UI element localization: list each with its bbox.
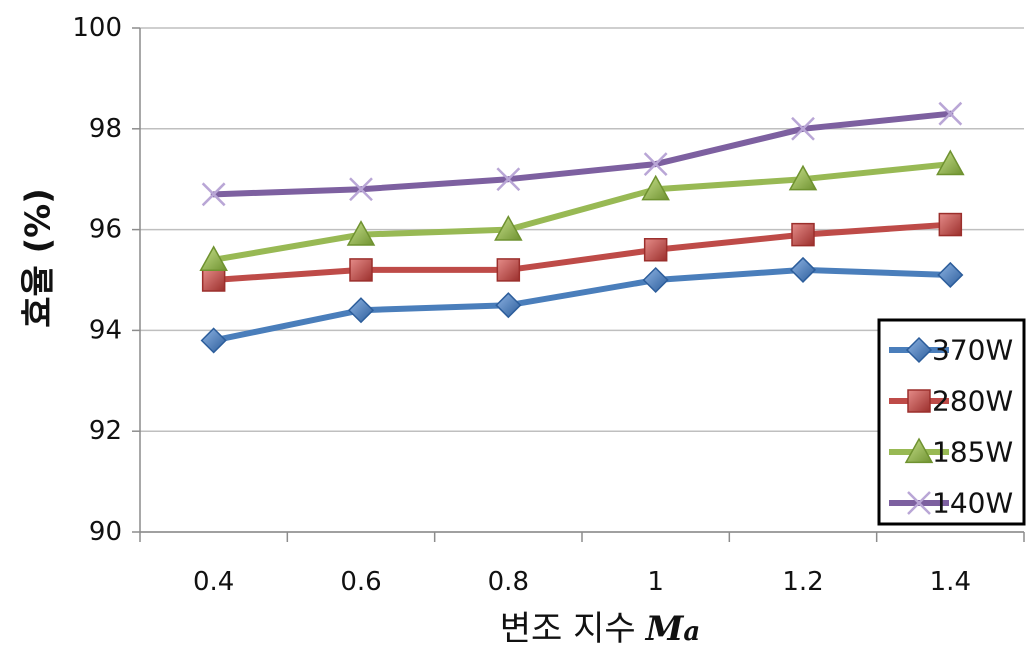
data-point-185W xyxy=(641,174,670,201)
legend-label: 185W xyxy=(932,436,1013,469)
legend-item-185W: 185W xyxy=(889,436,1013,469)
y-tick-label: 100 xyxy=(72,13,122,43)
marker-x-stroke xyxy=(349,177,373,202)
x-axis-title-text: 변조 지수 xyxy=(500,609,636,649)
data-point-370W xyxy=(200,327,227,354)
legend: 370W 280W 185W 140W xyxy=(877,318,1026,526)
legend-marker xyxy=(905,336,933,364)
marker-x-stroke xyxy=(938,101,963,126)
data-point-280W xyxy=(938,212,963,237)
series-lines xyxy=(210,110,954,344)
x-tick-label: 1.4 xyxy=(930,567,971,597)
series-line-140W xyxy=(210,110,954,198)
marker-x-stroke xyxy=(496,167,521,192)
marker-x-stroke xyxy=(907,491,931,515)
y-axis-title: 효율 (%) xyxy=(19,188,59,328)
legend-marker xyxy=(907,491,931,515)
data-point-185W xyxy=(346,220,376,246)
x-tick-label: 0.6 xyxy=(340,567,381,597)
legend-item-280W: 280W xyxy=(889,385,1013,418)
data-point-280W xyxy=(349,258,373,282)
series-line-370W xyxy=(210,266,954,344)
y-tick-label: 96 xyxy=(89,215,122,245)
data-point-370W xyxy=(495,292,522,319)
x-axis-title-subscript: a xyxy=(683,617,700,647)
marker-x-stroke xyxy=(643,152,668,176)
data-point-140W xyxy=(791,116,815,141)
x-tick-label: 1.2 xyxy=(782,567,823,597)
data-point-140W xyxy=(201,182,226,207)
legend-item-140W: 140W xyxy=(889,487,1013,520)
series-markers xyxy=(199,101,965,354)
data-point-370W xyxy=(937,261,964,289)
marker-x-stroke xyxy=(791,116,815,141)
data-point-280W xyxy=(201,268,226,292)
x-tick-label: 0.4 xyxy=(193,567,234,597)
data-point-370W xyxy=(347,297,375,324)
data-point-140W xyxy=(938,101,963,126)
series-line-185W xyxy=(210,161,954,263)
data-point-280W xyxy=(643,238,668,262)
data-point-140W xyxy=(643,152,668,176)
x-tick-label: 1 xyxy=(647,567,664,597)
data-point-370W xyxy=(642,266,669,294)
legend-item-370W: 370W xyxy=(889,334,1013,367)
axes: 90 92 94 96 98 100 0.4 0.6 0.8 1 1.2 1.4 xyxy=(72,13,1025,597)
legend-box xyxy=(877,318,1026,526)
y-tick-label: 90 xyxy=(89,517,122,547)
y-tick-label: 92 xyxy=(89,416,122,446)
data-point-185W xyxy=(199,245,228,271)
y-tick-label: 94 xyxy=(89,315,122,345)
legend-label: 370W xyxy=(932,334,1013,367)
x-axis-title: 변조 지수 Ma xyxy=(500,609,700,649)
legend-marker xyxy=(904,437,934,464)
data-point-280W xyxy=(791,222,815,247)
y-tick-label: 98 xyxy=(89,114,122,144)
data-point-140W xyxy=(349,177,373,202)
series-line-280W xyxy=(210,221,954,283)
legend-label: 280W xyxy=(932,385,1013,418)
data-point-280W xyxy=(496,258,521,282)
data-point-140W xyxy=(496,167,521,192)
x-axis-title-variable: M xyxy=(645,609,685,649)
x-tick-label: 0.8 xyxy=(488,567,529,597)
data-point-185W xyxy=(788,164,818,191)
marker-x-stroke xyxy=(201,182,226,207)
data-point-370W xyxy=(789,256,817,283)
legend-label: 140W xyxy=(932,487,1013,520)
data-point-185W xyxy=(494,215,523,241)
legend-marker xyxy=(907,389,931,413)
data-point-185W xyxy=(936,149,965,176)
